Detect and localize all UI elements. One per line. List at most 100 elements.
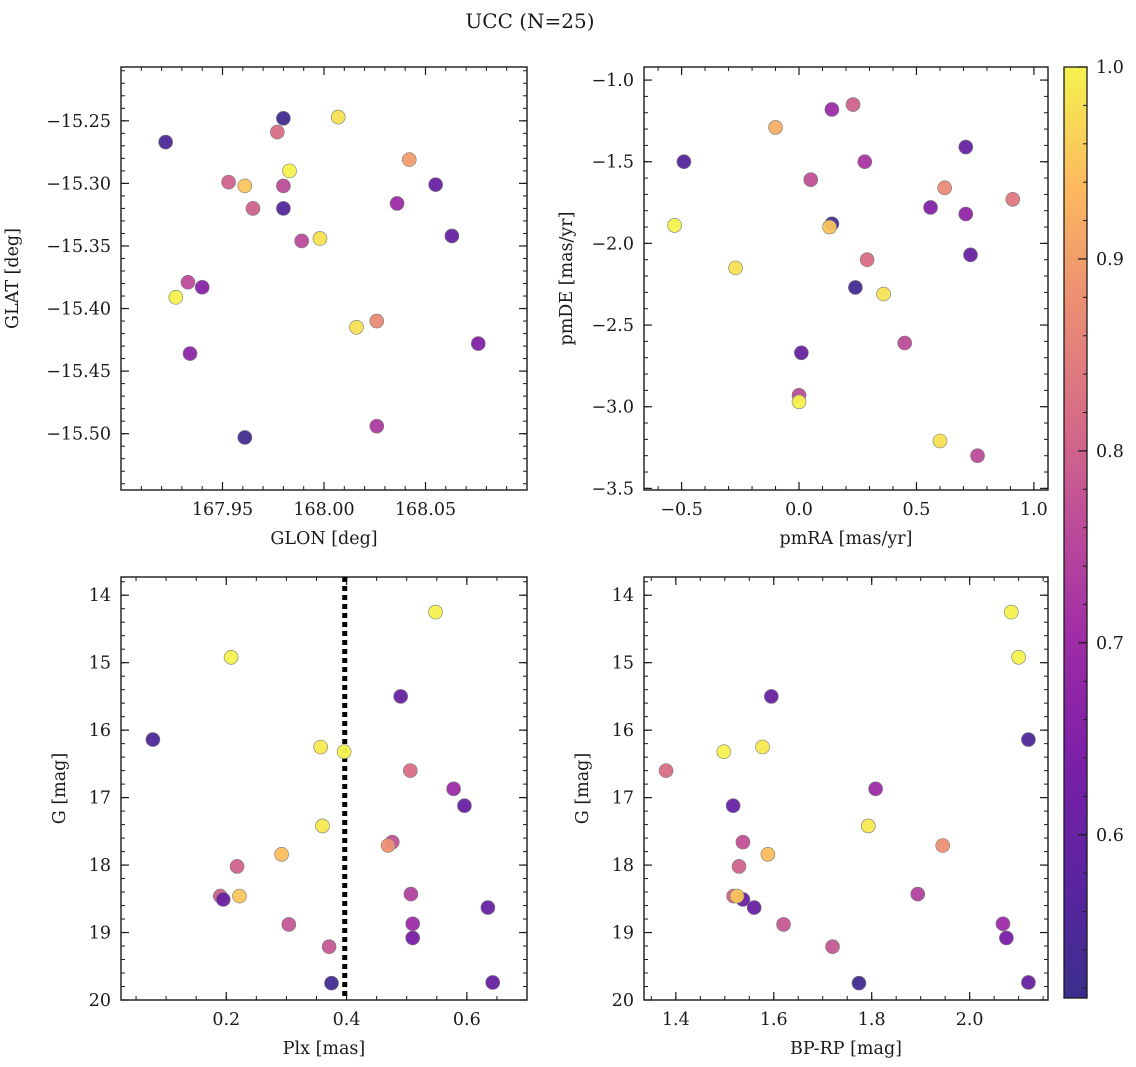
data-point bbox=[725, 798, 741, 814]
data-point bbox=[349, 320, 364, 335]
y-tick-label: 17 bbox=[89, 789, 111, 809]
data-point bbox=[1021, 975, 1036, 990]
x-tick-label: 1.0 bbox=[1020, 500, 1048, 520]
data-point bbox=[999, 930, 1014, 946]
data-point bbox=[958, 206, 974, 222]
data-point bbox=[485, 975, 501, 990]
x-tick-label: 0.6 bbox=[453, 1010, 481, 1030]
x-tick-label: 1.4 bbox=[662, 1010, 690, 1030]
data-point bbox=[1011, 649, 1026, 665]
data-point bbox=[369, 313, 385, 329]
data-point bbox=[294, 233, 309, 249]
y-axis-label: G [mag] bbox=[50, 753, 70, 824]
data-point bbox=[428, 177, 443, 192]
y-tick-label: −3.0 bbox=[592, 398, 635, 418]
y-tick-label: −15.50 bbox=[46, 425, 111, 445]
data-point bbox=[330, 109, 346, 125]
data-point bbox=[1021, 732, 1036, 747]
axes-frame bbox=[643, 66, 1049, 491]
data-point bbox=[276, 201, 291, 216]
y-axis-label: G [mag] bbox=[573, 753, 593, 824]
x-tick-label: 1.8 bbox=[858, 1010, 886, 1030]
y-tick-label: −2.5 bbox=[592, 316, 635, 336]
data-point bbox=[735, 834, 751, 850]
data-point bbox=[923, 200, 938, 215]
data-point bbox=[405, 916, 421, 932]
y-tick-label: 14 bbox=[612, 586, 634, 606]
data-point bbox=[859, 252, 875, 268]
data-point bbox=[380, 838, 396, 853]
data-point bbox=[716, 744, 732, 760]
data-point bbox=[658, 763, 674, 778]
y-tick-label: −15.45 bbox=[46, 362, 111, 382]
data-point bbox=[755, 739, 770, 755]
x-tick-label: 0.0 bbox=[785, 500, 813, 520]
y-tick-label: 18 bbox=[89, 856, 111, 876]
y-tick-label: −1.0 bbox=[592, 71, 635, 91]
data-point bbox=[313, 739, 328, 755]
data-point bbox=[932, 433, 948, 449]
y-axis-label: pmDE [mas/yr] bbox=[557, 212, 577, 346]
data-point bbox=[276, 178, 291, 194]
data-point bbox=[848, 280, 863, 295]
data-point bbox=[403, 886, 419, 902]
data-point bbox=[876, 286, 891, 302]
data-point bbox=[282, 163, 297, 179]
data-point bbox=[776, 917, 791, 932]
data-point bbox=[194, 279, 210, 295]
data-point bbox=[851, 975, 867, 991]
data-point bbox=[446, 781, 461, 797]
colorbar-tick-label: 0.9 bbox=[1096, 250, 1124, 270]
y-tick-label: 14 bbox=[89, 586, 111, 606]
panel-bprp-g: 1.4 1.6 1.8 2.0 14 15 16 17 18 19 20 BP-RP [mag] G [… bbox=[573, 576, 1049, 1059]
y-tick-label: −15.25 bbox=[46, 112, 111, 132]
data-point bbox=[444, 228, 460, 244]
data-point bbox=[245, 201, 261, 216]
figure-title: UCC (N=25) bbox=[465, 9, 594, 33]
data-point bbox=[324, 975, 339, 991]
x-tick-label: 0.5 bbox=[903, 500, 931, 520]
x-tick-label: 168.00 bbox=[293, 500, 354, 520]
data-point bbox=[764, 689, 779, 704]
x-axis-label: pmRA [mas/yr] bbox=[780, 529, 913, 549]
data-point bbox=[145, 732, 161, 747]
colorbar-tick-label: 0.7 bbox=[1096, 634, 1124, 654]
data-point bbox=[667, 218, 682, 233]
data-point bbox=[215, 892, 231, 907]
data-point bbox=[910, 886, 926, 902]
y-tick-label: −15.30 bbox=[46, 174, 111, 194]
y-tick-label: 16 bbox=[89, 721, 111, 741]
data-point bbox=[470, 336, 486, 351]
y-tick-label: 15 bbox=[89, 654, 111, 674]
y-tick-label: 18 bbox=[612, 856, 634, 876]
colorbar-tick-label: 0.6 bbox=[1096, 826, 1124, 846]
data-point bbox=[857, 154, 873, 170]
data-point bbox=[995, 916, 1011, 932]
data-point bbox=[822, 219, 837, 235]
data-point bbox=[274, 846, 289, 862]
data-point bbox=[321, 939, 337, 955]
colorbar-tick-label: 0.8 bbox=[1096, 442, 1124, 462]
data-point bbox=[845, 97, 861, 112]
y-tick-label: 20 bbox=[89, 991, 111, 1011]
x-axis-label: GLON [deg] bbox=[270, 529, 377, 549]
data-point bbox=[760, 846, 776, 862]
data-point bbox=[405, 930, 421, 946]
data-point bbox=[401, 152, 417, 167]
colorbar: 0.6 0.7 0.8 0.9 1.0 bbox=[1063, 58, 1124, 999]
y-tick-label: −1.5 bbox=[592, 153, 635, 173]
x-tick-label: −0.5 bbox=[660, 500, 703, 520]
axes-frame bbox=[120, 576, 528, 1001]
x-axis-label: BP-RP [mag] bbox=[790, 1039, 902, 1059]
data-point bbox=[168, 289, 184, 305]
data-point bbox=[794, 345, 809, 361]
data-point bbox=[403, 763, 418, 778]
x-tick-label: 167.95 bbox=[192, 500, 253, 520]
data-point bbox=[958, 139, 974, 155]
x-tick-label: 0.4 bbox=[333, 1010, 361, 1030]
data-point bbox=[824, 102, 840, 117]
colorbar-tick-label: 1.0 bbox=[1096, 58, 1124, 78]
data-point bbox=[237, 178, 253, 194]
data-point bbox=[731, 859, 747, 874]
